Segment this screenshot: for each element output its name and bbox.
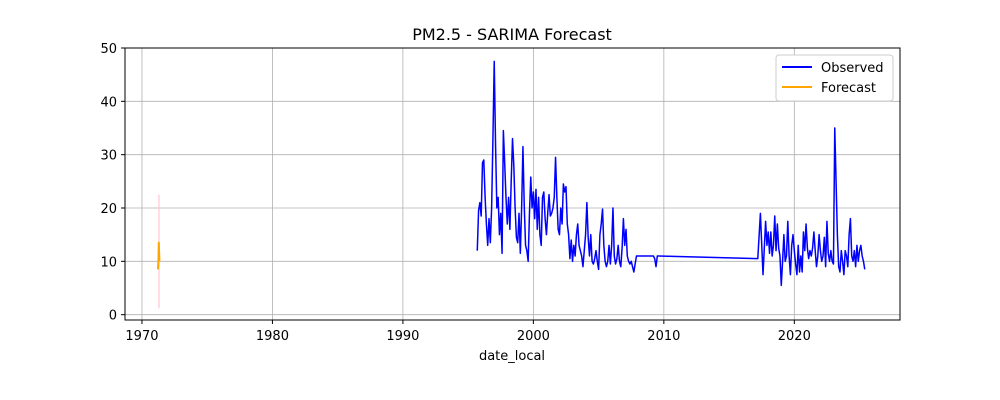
y-tick-label: 30 — [100, 149, 117, 164]
x-tick-label: 2000 — [517, 329, 550, 344]
ticks: 1970 1980 1990 2000 2010 2020 0 10 20 30 40 50 — [100, 42, 810, 344]
x-tick-label: 1970 — [125, 329, 158, 344]
plot-frame — [124, 47, 901, 321]
legend: Observed Forecast — [775, 54, 894, 102]
x-axis-label: date_local — [479, 349, 545, 364]
legend-label-forecast: Forecast — [821, 81, 876, 96]
y-tick-label: 0 — [109, 309, 117, 324]
y-tick-label: 10 — [100, 255, 117, 270]
x-tick-label: 2020 — [778, 329, 811, 344]
x-tick-label: 1980 — [256, 329, 289, 344]
chart-title: PM2.5 - SARIMA Forecast — [412, 25, 612, 44]
series-line-observed — [476, 60, 866, 287]
y-tick-label: 50 — [100, 42, 117, 57]
series-line-forecast — [157, 241, 161, 270]
x-tick-label: 1990 — [386, 329, 419, 344]
y-tick-label: 20 — [100, 202, 117, 217]
x-tick-label: 2010 — [647, 329, 680, 344]
series-layer — [157, 60, 866, 309]
legend-label-observed: Observed — [821, 61, 884, 76]
y-tick-label: 40 — [100, 95, 117, 110]
